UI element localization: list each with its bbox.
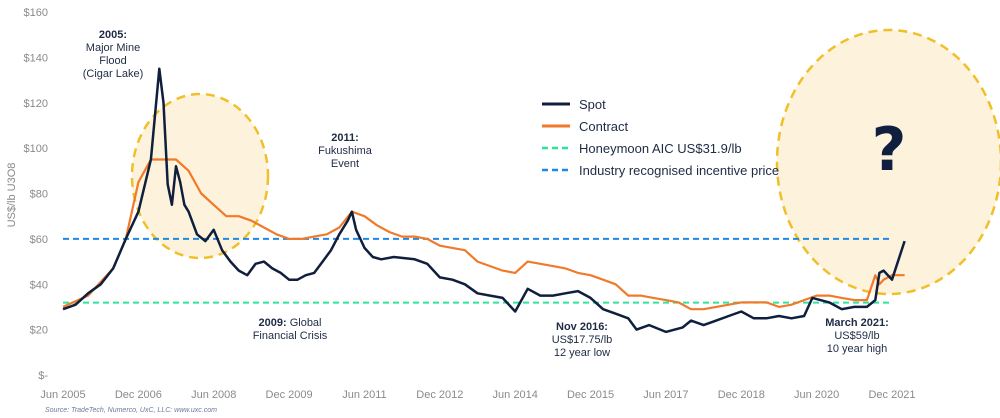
legend-label: Contract <box>579 119 629 134</box>
series-line-spot <box>62 67 906 334</box>
annotation-line: US$59/lb <box>834 330 879 342</box>
circle-2021 <box>775 28 1000 296</box>
y-tick-label: $- <box>38 370 48 382</box>
y-tick-label: $40 <box>30 279 48 291</box>
annotation-line: Fukushima <box>318 145 373 157</box>
x-tick-label: Jun 2011 <box>342 389 386 401</box>
annotation-line: Event <box>331 158 359 170</box>
annotation-line: US$17.75/lb <box>552 334 613 346</box>
highlight-circles <box>130 28 1000 296</box>
y-tick-label: $160 <box>24 7 48 19</box>
x-tick-label: Dec 2012 <box>416 389 463 401</box>
annotation-line: 12 year low <box>554 347 610 359</box>
y-tick-label: $140 <box>24 52 48 64</box>
x-tick-label: Dec 2015 <box>567 389 614 401</box>
legend-label: Industry recognised incentive price <box>579 163 779 178</box>
legend: Spot Contract Honeymoon AIC US$31.9/lb Indu… <box>542 97 779 178</box>
x-tick-label: Jun 2014 <box>493 389 538 401</box>
y-tick-label: $100 <box>24 143 48 155</box>
x-tick-label: Dec 2021 <box>868 389 915 401</box>
legend-label: Spot <box>579 97 606 112</box>
x-tick-label: Jun 2005 <box>40 389 85 401</box>
axes: US$/lb U3O8 $- $20 $40 $60 $80 $100 $120 $140 $1… <box>6 7 916 401</box>
y-axis-label: US$/lb U3O8 <box>6 163 18 228</box>
series-line-contract <box>62 158 905 311</box>
x-tick-label: Jun 2017 <box>643 389 688 401</box>
source-note: Source: TradeTech, Numerco, UxC, LLC: ww… <box>45 407 217 414</box>
annotation-line: Financial Crisis <box>253 330 328 342</box>
annotation-a2009: 2009: Global <box>259 317 322 329</box>
y-tick-label: $120 <box>24 98 48 110</box>
annotation-a2021: March 2021: <box>825 317 889 329</box>
x-tick-label: Jun 2008 <box>191 389 236 401</box>
annotation-a2016: Nov 2016: <box>556 321 608 333</box>
x-tick-label: Jun 2020 <box>794 389 839 401</box>
x-tick-label: Dec 2009 <box>266 389 313 401</box>
y-tick-label: $80 <box>30 189 48 201</box>
x-tick-label: Dec 2006 <box>115 389 162 401</box>
annotation-a2011: 2011: <box>331 132 359 144</box>
annotation-a2005: 2005: <box>99 29 127 41</box>
x-tick-label: Dec 2018 <box>718 389 765 401</box>
annotation-line: Major Mine <box>86 42 140 54</box>
price-series <box>62 67 906 334</box>
legend-label: Honeymoon AIC US$31.9/lb <box>579 141 742 156</box>
annotation-line: (Cigar Lake) <box>83 68 144 80</box>
annotation-line: 10 year high <box>827 343 888 355</box>
question-mark: ? <box>872 115 907 185</box>
y-tick-label: $20 <box>30 325 48 337</box>
annotation-line: Flood <box>99 55 127 67</box>
circle-2007 <box>130 92 270 260</box>
y-tick-label: $60 <box>30 234 48 246</box>
